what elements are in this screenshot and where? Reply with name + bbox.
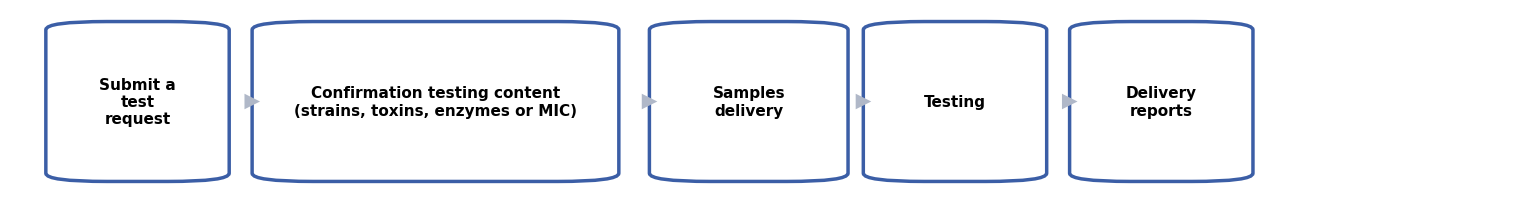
FancyBboxPatch shape — [252, 22, 619, 182]
Text: Testing: Testing — [924, 94, 986, 110]
Text: Submit a
test
request: Submit a test request — [99, 77, 176, 127]
FancyBboxPatch shape — [1070, 22, 1253, 182]
FancyBboxPatch shape — [649, 22, 848, 182]
Text: Delivery
reports: Delivery reports — [1126, 86, 1196, 118]
FancyBboxPatch shape — [863, 22, 1047, 182]
Text: Samples
delivery: Samples delivery — [712, 86, 785, 118]
Text: Confirmation testing content
(strains, toxins, enzymes or MIC): Confirmation testing content (strains, t… — [293, 86, 578, 118]
FancyBboxPatch shape — [46, 22, 229, 182]
